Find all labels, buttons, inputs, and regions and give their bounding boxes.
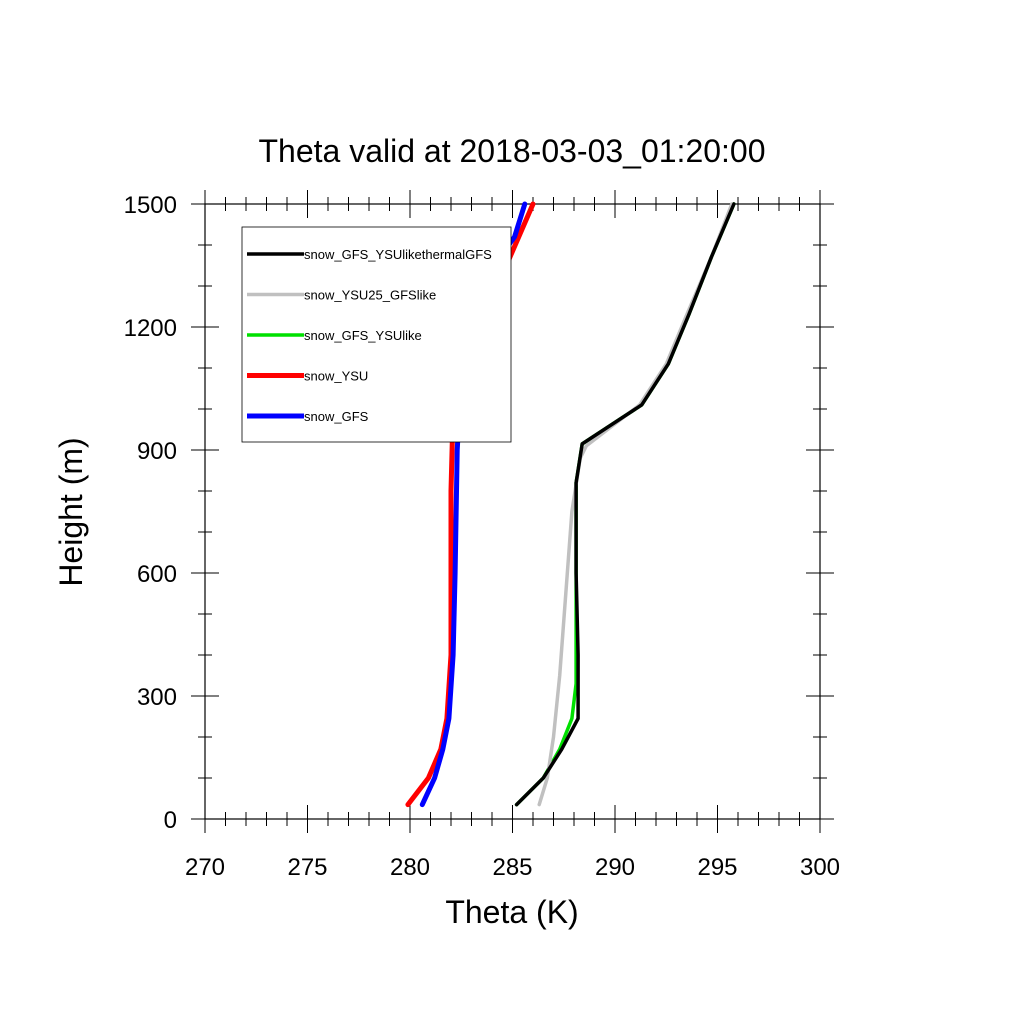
y-tick-labels: 0 300 600 900 1200 1500 — [124, 192, 177, 834]
x-tick-label: 275 — [287, 854, 327, 881]
chart-title: Theta valid at 2018-03-03_01:20:00 — [258, 133, 765, 169]
legend-label: snow_YSU — [304, 369, 368, 384]
x-axis-label: Theta (K) — [445, 894, 578, 930]
y-tick-label: 1200 — [124, 315, 177, 342]
axis-ticks — [191, 190, 834, 833]
legend-label: snow_GFS_YSUlikethermalGFS — [304, 247, 492, 262]
x-tick-label: 295 — [697, 854, 737, 881]
y-tick-label: 300 — [137, 684, 177, 711]
x-tick-label: 290 — [595, 854, 635, 881]
legend: snow_GFS_YSUlikethermalGFS snow_YSU25_GFS… — [241, 226, 512, 443]
y-axis-label: Height (m) — [53, 437, 89, 586]
legend-label: snow_YSU25_GFSlike — [304, 288, 436, 303]
legend-label: snow_GFS — [304, 409, 369, 424]
y-tick-label: 1500 — [124, 192, 177, 219]
legend-label: snow_GFS_YSUlike — [304, 328, 422, 343]
x-tick-label: 280 — [390, 854, 430, 881]
y-tick-label: 900 — [137, 438, 177, 465]
x-tick-label: 300 — [800, 854, 840, 881]
y-tick-label: 600 — [137, 561, 177, 588]
x-tick-labels: 270 275 280 285 290 295 300 — [185, 854, 840, 881]
y-tick-label: 0 — [164, 807, 177, 834]
legend-entries: snow_GFS_YSUlikethermalGFS snow_YSU25_GFS… — [247, 247, 492, 424]
x-tick-label: 270 — [185, 854, 225, 881]
series-line-snow_GFS_YSUlikethermalGFS — [514, 202, 736, 807]
x-tick-label: 285 — [492, 854, 532, 881]
